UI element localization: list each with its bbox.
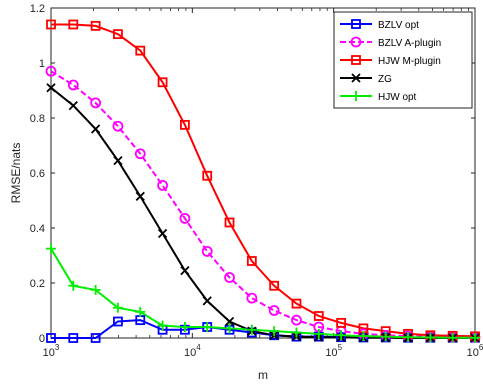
data-point-2 (202, 170, 213, 181)
x-tick-base: 10 (325, 347, 337, 359)
x-axis-label: m (258, 368, 268, 382)
data-point-1 (157, 179, 168, 191)
data-point-4 (380, 331, 391, 342)
data-point-3 (135, 191, 145, 202)
data-point-1 (45, 65, 57, 77)
data-point-4 (403, 332, 414, 343)
y-tick-label: 0.6 (30, 168, 45, 180)
data-point-4 (224, 323, 235, 334)
data-point-4 (46, 243, 56, 254)
data-point-0 (68, 333, 79, 343)
data-point-2 (46, 19, 56, 30)
x-tick-label: 105 (325, 343, 342, 359)
legend-marker (350, 36, 362, 48)
data-point-1 (90, 97, 102, 109)
data-point-2 (179, 119, 190, 130)
data-point-2 (157, 77, 168, 88)
data-point-2 (336, 317, 347, 328)
data-point-2 (68, 19, 79, 30)
data-point-3 (202, 296, 212, 306)
legend-label: HJW M-plugin (378, 56, 441, 67)
data-point-4 (179, 322, 190, 332)
legend-marker (351, 91, 361, 101)
data-point-4 (336, 330, 347, 341)
x-tick-base: 10 (467, 347, 479, 359)
data-point-1 (67, 79, 79, 91)
y-axis-label: RMSE/nats (9, 143, 23, 204)
data-point-4 (135, 306, 146, 317)
x-tick-exponent: 4 (196, 343, 201, 352)
data-point-1 (179, 212, 191, 224)
data-point-4 (358, 331, 369, 342)
data-point-4 (68, 280, 79, 291)
data-point-4 (313, 328, 324, 339)
y-tick-label: 0.2 (30, 278, 45, 290)
y-tick-label: 0 (39, 333, 45, 345)
x-tick-base: 10 (43, 347, 55, 359)
data-point-2 (113, 29, 123, 40)
y-tick-label: 0.4 (30, 223, 45, 235)
data-point-4 (90, 284, 101, 295)
legend-label: ZG (378, 74, 392, 85)
x-tick-label: 104 (184, 343, 201, 359)
data-point-4 (269, 326, 280, 337)
y-tick-label: 0.8 (30, 113, 45, 125)
data-point-3 (46, 83, 56, 93)
data-point-4 (447, 332, 458, 343)
data-point-0 (113, 316, 123, 327)
data-point-3 (224, 316, 235, 327)
legend-label: BZLV A-plugin (378, 38, 441, 49)
data-point-4 (157, 320, 168, 331)
x-tick-exponent: 3 (55, 343, 60, 352)
data-point-1 (134, 148, 146, 160)
data-point-4 (470, 332, 480, 343)
data-point-1 (112, 120, 124, 132)
legend-label: HJW opt (378, 92, 417, 103)
data-point-2 (291, 298, 302, 309)
data-point-1 (201, 245, 213, 257)
legend-label: BZLV opt (378, 20, 419, 31)
x-tick-label: 103 (43, 343, 60, 359)
data-point-2 (135, 45, 146, 56)
data-point-0 (90, 333, 101, 343)
data-point-1 (246, 292, 258, 304)
y-tick-label: 1 (39, 58, 45, 70)
data-point-2 (224, 217, 235, 228)
x-tick-label: 106 (467, 343, 483, 359)
data-point-2 (313, 311, 324, 321)
data-point-3 (180, 265, 190, 276)
data-point-4 (112, 302, 123, 313)
data-point-0 (46, 333, 56, 343)
data-point-1 (291, 314, 302, 326)
data-point-4 (291, 327, 302, 338)
data-point-1 (268, 305, 280, 316)
data-point-1 (224, 272, 235, 283)
data-point-2 (90, 20, 101, 31)
x-tick-exponent: 5 (338, 343, 343, 352)
data-point-4 (246, 324, 257, 335)
x-tick-exponent: 6 (479, 343, 483, 352)
data-point-2 (269, 280, 280, 291)
legend: BZLV opt BZLV A-plugin HJW M-plugin ZG HJW o… (333, 11, 473, 109)
data-point-3 (113, 155, 123, 166)
data-point-2 (246, 256, 257, 266)
data-point-3 (68, 100, 78, 111)
y-tick-label: 1.2 (30, 3, 45, 15)
data-point-4 (425, 332, 436, 343)
legend-marker (351, 55, 361, 65)
series-markers (45, 19, 481, 343)
data-point-4 (202, 322, 213, 332)
data-point-3 (90, 124, 101, 134)
legend-marker (351, 73, 361, 83)
data-point-3 (157, 228, 168, 239)
legend-marker (351, 19, 361, 29)
x-tick-base: 10 (184, 347, 196, 359)
